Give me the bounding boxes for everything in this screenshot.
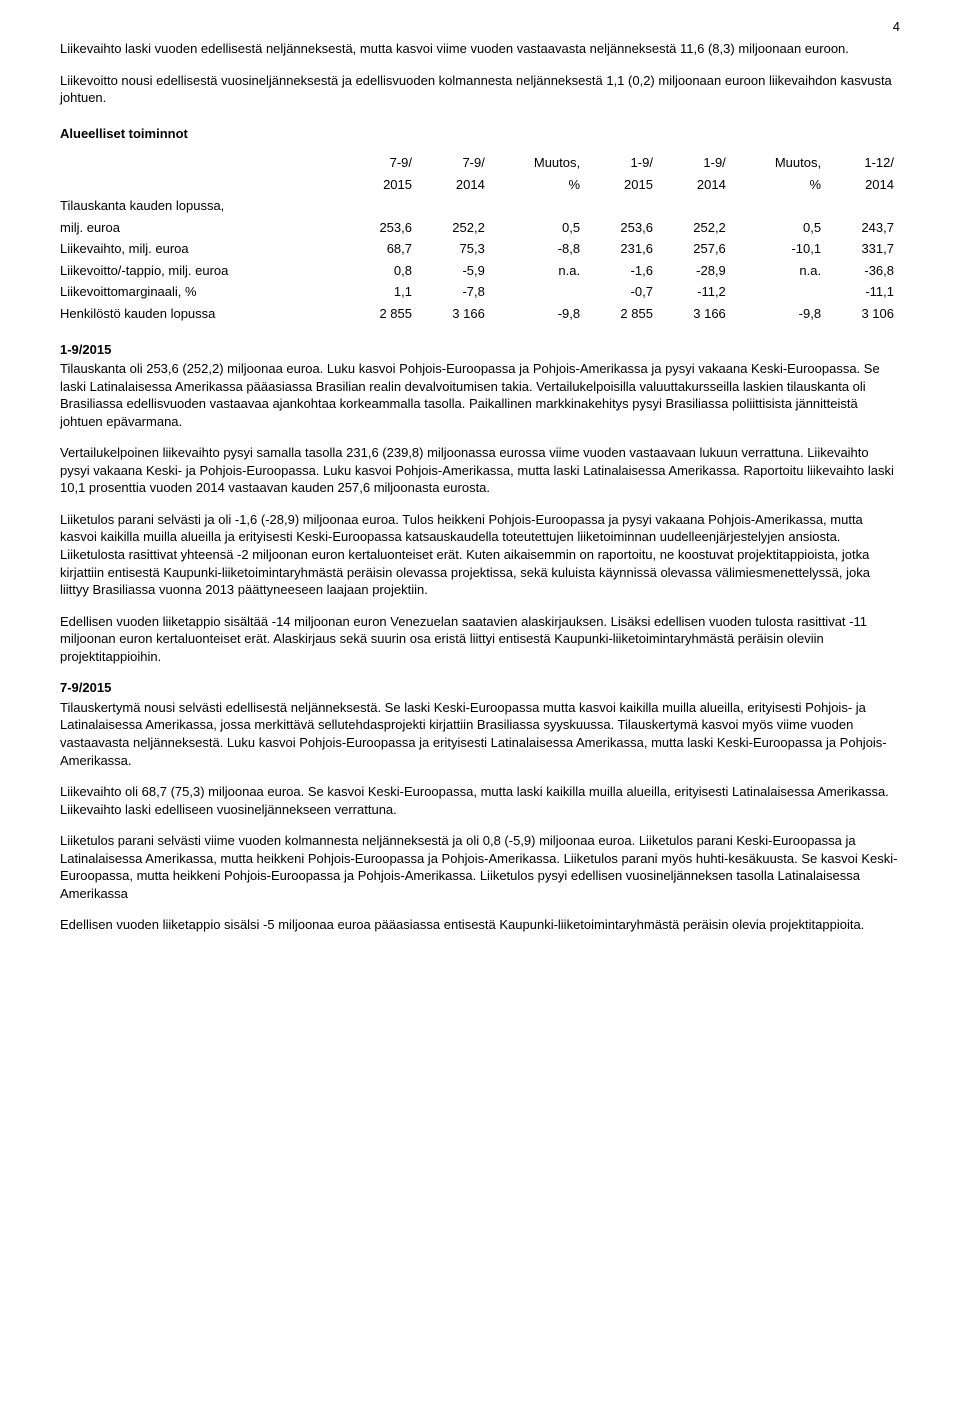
col-head: 7-9/	[418, 152, 491, 174]
cell: -1,6	[586, 260, 659, 282]
col-head: 2014	[659, 174, 732, 196]
table-row: Henkilöstö kauden lopussa 2 855 3 166 -9…	[60, 303, 900, 325]
cell: 0,5	[491, 217, 586, 239]
paragraph: Liikevoitto nousi edellisestä vuosineljä…	[60, 72, 900, 107]
col-head: %	[732, 174, 827, 196]
cell: n.a.	[732, 260, 827, 282]
col-head: Muutos,	[491, 152, 586, 174]
table-row: Liikevoitto/-tappio, milj. euroa 0,8 -5,…	[60, 260, 900, 282]
cell: -8,8	[491, 238, 586, 260]
row-label: Liikevaihto, milj. euroa	[60, 238, 345, 260]
cell: 331,7	[827, 238, 900, 260]
cell: 243,7	[827, 217, 900, 239]
table-row: Tilauskanta kauden lopussa,	[60, 195, 900, 217]
cell: 1,1	[345, 281, 418, 303]
section-title: Alueelliset toiminnot	[60, 125, 900, 143]
cell: -11,1	[827, 281, 900, 303]
col-head: 1-9/	[586, 152, 659, 174]
col-head: 1-12/	[827, 152, 900, 174]
cell: 253,6	[345, 217, 418, 239]
col-head: %	[491, 174, 586, 196]
cell: 0,8	[345, 260, 418, 282]
cell	[491, 281, 586, 303]
cell: -10,1	[732, 238, 827, 260]
table-header-row-1: 7-9/ 7-9/ Muutos, 1-9/ 1-9/ Muutos, 1-12…	[60, 152, 900, 174]
cell: 231,6	[586, 238, 659, 260]
table-row: milj. euroa 253,6 252,2 0,5 253,6 252,2 …	[60, 217, 900, 239]
row-label: Henkilöstö kauden lopussa	[60, 303, 345, 325]
table-row: Liikevoittomarginaali, % 1,1 -7,8 -0,7 -…	[60, 281, 900, 303]
cell: -7,8	[418, 281, 491, 303]
cell: 252,2	[418, 217, 491, 239]
row-label: Liikevoitto/-tappio, milj. euroa	[60, 260, 345, 282]
paragraph: Tilauskanta oli 253,6 (252,2) miljoonaa …	[60, 360, 900, 430]
cell: -28,9	[659, 260, 732, 282]
cell: 3 106	[827, 303, 900, 325]
cell: 252,2	[659, 217, 732, 239]
cell: 3 166	[659, 303, 732, 325]
table-header-row-2: 2015 2014 % 2015 2014 % 2014	[60, 174, 900, 196]
paragraph: Liikevaihto laski vuoden edellisestä nel…	[60, 40, 900, 58]
col-head: 2015	[345, 174, 418, 196]
financial-table: 7-9/ 7-9/ Muutos, 1-9/ 1-9/ Muutos, 1-12…	[60, 152, 900, 324]
cell: n.a.	[491, 260, 586, 282]
page-number: 4	[893, 18, 900, 36]
cell: -0,7	[586, 281, 659, 303]
paragraph: Liiketulos parani selvästi viime vuoden …	[60, 832, 900, 902]
cell: 68,7	[345, 238, 418, 260]
paragraph: Liikevaihto oli 68,7 (75,3) miljoonaa eu…	[60, 783, 900, 818]
row-label: milj. euroa	[60, 217, 345, 239]
cell: 2 855	[586, 303, 659, 325]
col-head: 7-9/	[345, 152, 418, 174]
cell: -9,8	[732, 303, 827, 325]
table-row: Liikevaihto, milj. euroa 68,7 75,3 -8,8 …	[60, 238, 900, 260]
paragraph: Liiketulos parani selvästi ja oli -1,6 (…	[60, 511, 900, 599]
row-label: Liikevoittomarginaali, %	[60, 281, 345, 303]
cell: -5,9	[418, 260, 491, 282]
cell: 257,6	[659, 238, 732, 260]
row-label: Tilauskanta kauden lopussa,	[60, 195, 900, 217]
col-head: 1-9/	[659, 152, 732, 174]
cell: 0,5	[732, 217, 827, 239]
cell	[732, 281, 827, 303]
col-head: 2014	[827, 174, 900, 196]
paragraph: Edellisen vuoden liiketappio sisälsi -5 …	[60, 916, 900, 934]
cell: -11,2	[659, 281, 732, 303]
col-head: Muutos,	[732, 152, 827, 174]
paragraph: Tilauskertymä nousi selvästi edellisestä…	[60, 699, 900, 769]
col-head: 2015	[586, 174, 659, 196]
cell: -36,8	[827, 260, 900, 282]
subsection-head: 7-9/2015	[60, 679, 900, 697]
cell: -9,8	[491, 303, 586, 325]
cell: 75,3	[418, 238, 491, 260]
cell: 3 166	[418, 303, 491, 325]
paragraph: Edellisen vuoden liiketappio sisältää -1…	[60, 613, 900, 666]
col-head: 2014	[418, 174, 491, 196]
subsection-head: 1-9/2015	[60, 341, 900, 359]
cell: 253,6	[586, 217, 659, 239]
paragraph: Vertailukelpoinen liikevaihto pysyi sama…	[60, 444, 900, 497]
cell: 2 855	[345, 303, 418, 325]
